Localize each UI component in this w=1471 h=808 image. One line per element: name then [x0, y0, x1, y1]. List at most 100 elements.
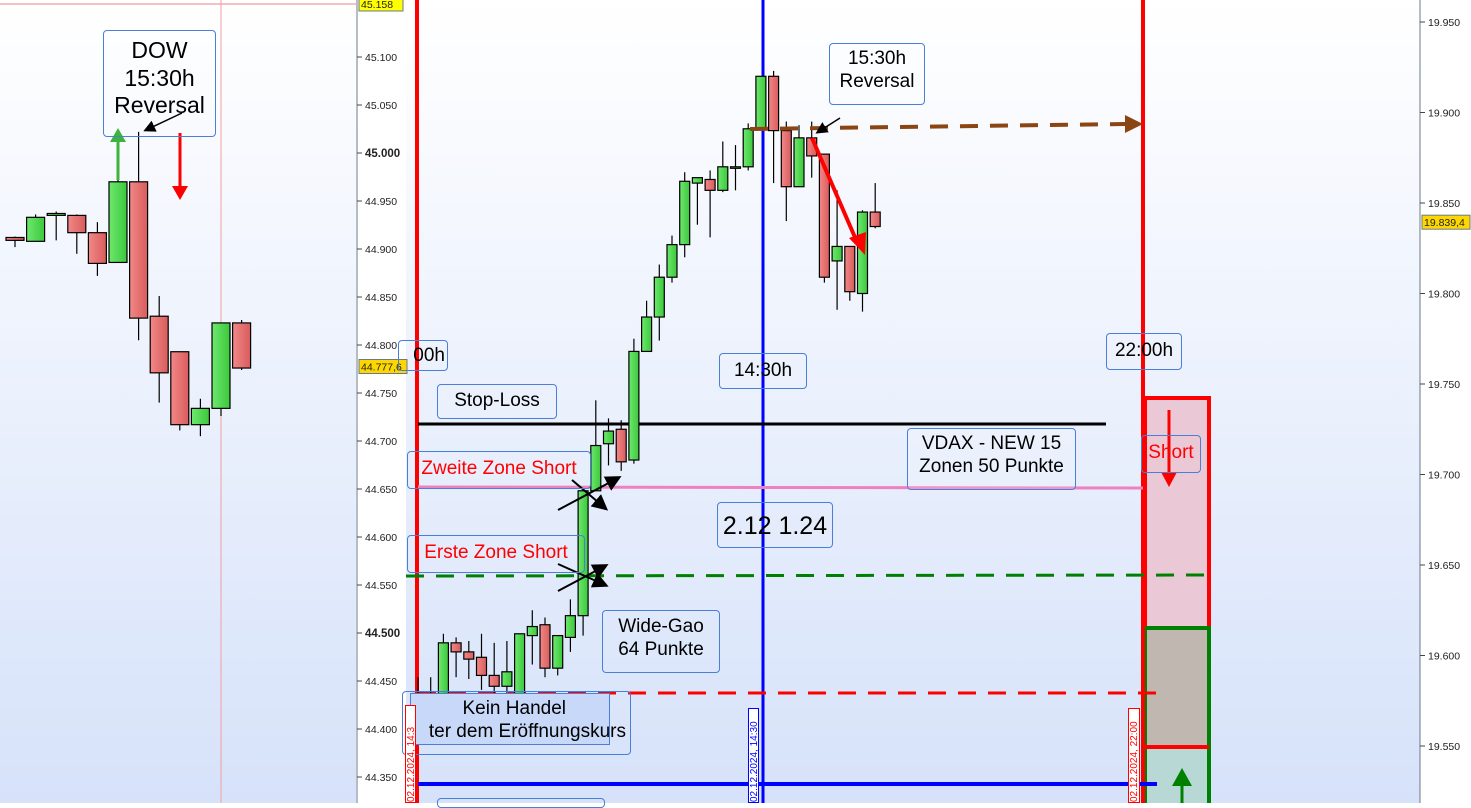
bullish-candle[interactable] [190, 398, 210, 437]
bullish-candle[interactable] [640, 300, 653, 353]
candle-body [831, 245, 843, 262]
bullish-candle[interactable] [653, 264, 665, 341]
axis-tick-label: 44.350 [365, 772, 397, 784]
axis-tick-label: 44.500 [365, 628, 400, 640]
candle-body [729, 166, 742, 169]
left-axis-ticks: 45.100 45.050 45.000 44.950 44.900 44.850 44.8… [357, 52, 400, 784]
axis-tick-label: 45.050 [365, 100, 397, 112]
dax-reversal-label[interactable]: 15:30h Reversal [829, 43, 925, 105]
long-zone-rect[interactable] [1143, 745, 1211, 803]
bearish-candle[interactable] [704, 170, 716, 238]
bearish-candle[interactable] [869, 183, 881, 229]
bearish-candle[interactable] [149, 296, 169, 403]
no-trade-fill [410, 693, 610, 745]
candle-body [211, 322, 231, 409]
zone1-label[interactable]: Erste Zone Short [407, 535, 585, 573]
dow-candles [5, 131, 252, 437]
bullish-candle[interactable] [793, 125, 805, 188]
no-trade-label[interactable]: Kein Handel ter dem Eröffnungskurs [402, 691, 631, 755]
bearish-candle[interactable] [844, 245, 856, 301]
bullish-candle[interactable] [666, 235, 678, 283]
bearish-candle[interactable] [615, 420, 627, 471]
bearish-candle[interactable] [170, 351, 190, 431]
bullish-candle[interactable] [602, 418, 615, 466]
target-dashed-arrow[interactable] [749, 122, 1126, 131]
bearish-candle[interactable] [87, 222, 108, 276]
bullish-candle[interactable] [856, 210, 869, 312]
bullish-candle[interactable] [26, 214, 46, 242]
bullish-candle[interactable] [46, 211, 66, 241]
bullish-candle[interactable] [552, 634, 564, 676]
no-trade-line2: ter dem Eröffnungskurs [428, 720, 626, 742]
axis-tick-label: 19.800 [1428, 289, 1460, 301]
axis-tick-label: 44.900 [365, 244, 397, 256]
gap-label[interactable]: Wide-Gao 64 Punkte [602, 610, 720, 673]
short-label[interactable]: Short [1141, 435, 1201, 473]
axis-tick-label: 44.750 [365, 388, 397, 400]
candle-body [742, 128, 754, 168]
zone1-dashed-line[interactable] [405, 573, 1210, 578]
stop-loss-label[interactable]: Stop-Loss [437, 384, 557, 419]
current-price-badge [358, 0, 404, 12]
bullish-candle[interactable] [742, 123, 754, 171]
bullish-candle[interactable] [564, 599, 577, 652]
zone2-line[interactable] [417, 485, 1144, 490]
candle-body [640, 316, 653, 353]
current-price-badge [358, 359, 408, 375]
axis-tick-label: 44.800 [365, 340, 397, 352]
dow-down-arrowhead [172, 186, 188, 200]
open-time-label[interactable]: 00h [398, 340, 448, 371]
zone2-label[interactable]: Zweite Zone Short [407, 451, 591, 489]
bullish-candle[interactable] [679, 172, 691, 258]
date-label[interactable]: 2.12 1.24 [717, 502, 833, 548]
candle-body [780, 130, 792, 188]
axis-tick-label: 19.600 [1428, 651, 1460, 663]
bullish-candle[interactable] [211, 322, 231, 417]
bullish-candle[interactable] [501, 641, 513, 694]
current-price-text: 44.777,6 [361, 362, 402, 374]
dow-reversal-label[interactable]: DOW 15:30h Reversal [103, 30, 216, 137]
bearish-candle[interactable] [129, 131, 149, 341]
candle-body [190, 407, 210, 426]
bullish-candle[interactable] [628, 338, 640, 464]
bullish-candle[interactable] [526, 610, 538, 665]
bullish-candle[interactable] [577, 490, 589, 636]
candle-body [704, 178, 716, 191]
no-trade-line1: Kein Handel [462, 698, 566, 719]
vdax-label[interactable]: VDAX - NEW 15 Zonen 50 Punkte [907, 428, 1076, 490]
bearish-candle[interactable] [539, 617, 551, 678]
axis-tick-label: 44.850 [365, 292, 397, 304]
target-zone-rect[interactable] [1143, 626, 1211, 749]
bearish-candle[interactable] [450, 637, 462, 678]
zone1-arrow-a [557, 564, 609, 592]
bearish-candle[interactable] [488, 642, 500, 694]
time-1430-vertical-label: 02.12.2024, 14:30 [748, 708, 759, 803]
bullish-candle[interactable] [108, 179, 128, 264]
axis-tick-label: 44.600 [365, 532, 397, 544]
candle-body [577, 490, 589, 617]
bearish-candle[interactable] [5, 236, 25, 248]
bullish-candle[interactable] [691, 177, 704, 225]
candle-body [590, 444, 602, 492]
bearish-candle[interactable] [463, 641, 475, 680]
bullish-candle[interactable] [831, 190, 843, 310]
current-price-text: 45.158 [361, 0, 393, 11]
short-zone-rect[interactable] [1143, 396, 1211, 630]
bearish-candle[interactable] [818, 153, 831, 283]
bullish-candle[interactable] [513, 633, 526, 695]
current-price-text: 19.839,4 [1424, 217, 1465, 229]
bullish-candle[interactable] [755, 75, 767, 130]
bullish-candle[interactable] [729, 145, 742, 191]
candle-body [818, 153, 831, 278]
bearish-candle[interactable] [780, 121, 792, 222]
bullish-candle[interactable] [717, 141, 729, 193]
bearish-candle[interactable] [475, 633, 488, 690]
bottom-partial-box[interactable] [437, 798, 605, 808]
bearish-candle[interactable] [767, 70, 780, 184]
bearish-candle[interactable] [232, 320, 252, 370]
time-2200-label[interactable]: 22:00h [1106, 333, 1182, 370]
bearish-candle[interactable] [67, 214, 87, 254]
time-1430-label[interactable]: 14:30h [719, 353, 807, 389]
candle-body [564, 615, 577, 638]
